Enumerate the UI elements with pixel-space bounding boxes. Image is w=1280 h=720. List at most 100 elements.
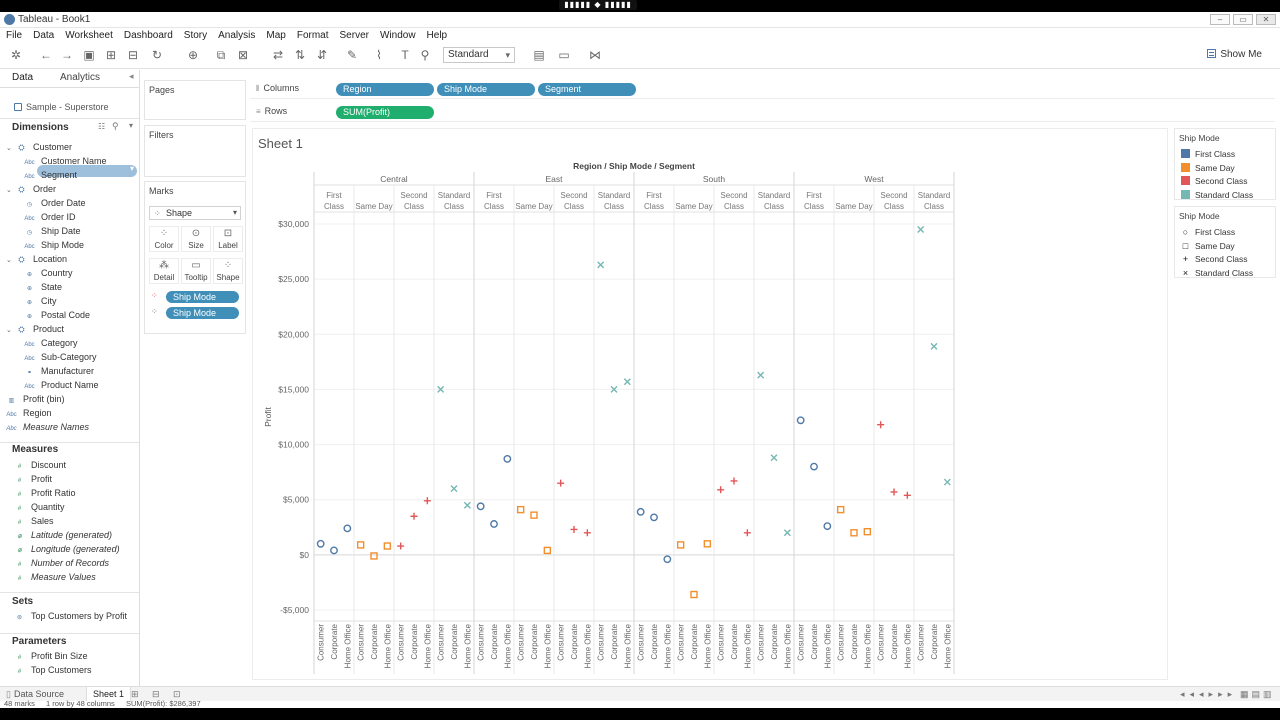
mark-central-second-class-consumer[interactable] [397,542,405,550]
ship-mode-header[interactable]: Standard [438,191,470,200]
show-me-button[interactable]: Show Me [1207,49,1262,60]
mark-central-standard-class-consumer[interactable] [437,385,445,393]
segment-label[interactable]: Corporate [450,623,459,659]
dimension-sub-category[interactable]: Abc Sub-Category [24,352,96,362]
ship-mode-header[interactable]: First [326,191,342,200]
mark-west-second-class-consumer[interactable] [877,421,885,429]
tab-view-icons[interactable]: ▦▤▥ [1240,689,1275,699]
ship-mode-header[interactable]: Same Day [675,202,712,211]
mark-south-standard-class-corporate[interactable] [770,454,778,462]
segment-label[interactable]: Corporate [410,623,419,659]
dimension-order-id[interactable]: Abc Order ID [24,212,75,222]
new-dashboard-tab-icon[interactable]: ⊟ [152,689,160,699]
data-source[interactable]: Sample - Superstore [14,102,109,112]
region-header-south[interactable]: South [703,174,725,184]
menu-dashboard[interactable]: Dashboard [123,29,173,41]
mark-pill-ship-mode[interactable]: Ship Mode [166,291,239,303]
mark-west-first-class-corporate[interactable] [810,462,818,471]
minimize-button[interactable]: – [1210,14,1230,25]
pane-menu-icon[interactable]: ◂ [129,71,134,81]
dimension-product-name[interactable]: Abc Product Name [24,380,98,390]
dimension-profit-bin[interactable]: ▥ Profit (bin) [6,394,65,404]
ship-mode-header[interactable]: First [486,191,502,200]
segment-label[interactable]: Corporate [850,623,859,659]
segment-label[interactable]: Consumer [357,624,366,661]
pin-icon[interactable]: ⚲ [420,48,430,62]
mark-west-standard-class-consumer[interactable] [917,226,925,234]
pause-updates-icon[interactable]: ⊟ [127,48,139,62]
measure-discount[interactable]: # Discount [14,460,66,470]
segment-label[interactable]: Consumer [757,624,766,661]
segment-label[interactable]: Consumer [477,624,486,661]
row-pill-sum-profit[interactable]: SUM(Profit) [336,106,434,119]
mark-south-same-day-corporate[interactable] [690,590,698,599]
dimension-order-date[interactable]: ◷ Order Date [24,198,86,208]
mark-west-first-class-consumer[interactable] [796,416,805,425]
mark-central-same-day-consumer[interactable] [356,541,365,549]
segment-label[interactable]: Home Office [423,623,432,668]
segment-label[interactable]: Consumer [397,624,406,661]
menu-worksheet[interactable]: Worksheet [65,29,113,41]
chevron-down-icon[interactable]: ⌄ [6,145,12,152]
segment-label[interactable]: Corporate [930,623,939,659]
ship-mode-header[interactable]: First [646,191,662,200]
column-pill-region[interactable]: Region [336,83,434,96]
menu-analysis[interactable]: Analysis [218,29,256,41]
ship-mode-header[interactable]: Class [764,202,784,211]
segment-label[interactable]: Corporate [530,623,539,659]
mark-west-second-class-corporate[interactable] [890,488,898,496]
ship-mode-header[interactable]: Same Day [355,202,392,211]
ship-mode-header[interactable]: Class [644,202,664,211]
mark-pill-ship-mode[interactable]: Ship Mode [166,307,239,319]
mark-west-same-day-corporate[interactable] [850,529,858,537]
color-legend-item[interactable]: First Class [1181,149,1235,159]
color-legend-item[interactable]: Second Class [1181,176,1247,186]
ship-mode-header[interactable]: Class [564,202,584,211]
segment-label[interactable]: Corporate [650,623,659,659]
segment-label[interactable]: Consumer [517,624,526,661]
mark-central-second-class-corporate[interactable] [410,512,418,520]
mark-south-same-day-consumer[interactable] [676,541,685,549]
mark-central-first-class-home-office[interactable] [343,524,352,533]
segment-label[interactable]: Consumer [597,624,606,661]
mark-east-first-class-consumer[interactable] [476,502,485,511]
segment-label[interactable]: Corporate [570,623,579,659]
segment-label[interactable]: Corporate [330,623,339,659]
shape-legend-item[interactable]: □ Same Day [1181,241,1235,251]
set-top-customers-by-profit[interactable]: ⊚ Top Customers by Profit [14,611,127,621]
color-legend[interactable]: Ship Mode First Class Same Day Second Clas… [1174,128,1276,200]
mark-west-second-class-home-office[interactable] [903,491,911,499]
marks-tooltip-button[interactable]: ▭ Tooltip [181,258,211,284]
cards-icon[interactable]: ▤ [533,48,545,62]
ship-mode-header[interactable]: Class [604,202,624,211]
clear-sheet-icon[interactable]: ⊠ [237,48,249,62]
segment-label[interactable]: Consumer [637,624,646,661]
mark-east-same-day-consumer[interactable] [516,505,525,514]
new-datasource-icon[interactable]: ⊞ [105,48,117,62]
menu-story[interactable]: Story [183,29,208,41]
search-icon[interactable]: ⚲ [112,121,119,131]
mark-east-first-class-corporate[interactable] [490,520,498,528]
measure-quantity[interactable]: # Quantity [14,502,65,512]
menu-help[interactable]: Help [426,29,448,41]
marks-color-button[interactable]: ⁘ Color [149,226,179,252]
menu-server[interactable]: Server [339,29,369,41]
menu-map[interactable]: Map [266,29,286,41]
ship-mode-header[interactable]: Standard [918,191,950,200]
filters-card[interactable]: Filters [144,125,246,177]
segment-label[interactable]: Corporate [370,623,379,659]
menu-window[interactable]: Window [379,29,416,41]
mark-west-same-day-consumer[interactable] [836,505,845,514]
ship-mode-header[interactable]: Class [804,202,824,211]
region-header-east[interactable]: East [545,174,563,184]
ship-mode-header[interactable]: Class [444,202,464,211]
measure-profit-ratio[interactable]: # Profit Ratio [14,488,76,498]
ship-mode-header[interactable]: Class [724,202,744,211]
tableau-icon[interactable]: ✲ [10,48,22,62]
swap-icon[interactable]: ⇄ [272,48,284,62]
mark-central-standard-class-corporate[interactable] [450,485,458,493]
new-worksheet-icon[interactable]: ⊕ [187,48,199,62]
sort-ascending-icon[interactable]: ⇅ [294,48,306,62]
ship-mode-header[interactable]: Second [720,191,747,200]
measure-profit[interactable]: # Profit [14,474,52,484]
